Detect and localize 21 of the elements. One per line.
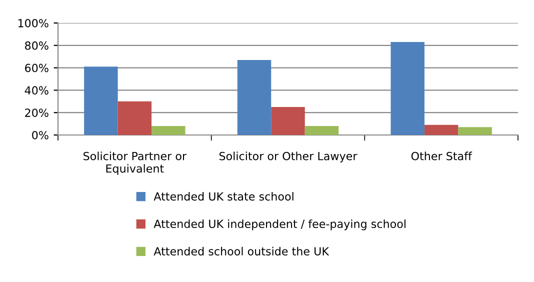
y-tick-label: 100% [18,18,48,28]
bar [424,124,458,135]
legend-label: Attended school outside the UK [154,246,330,256]
legend-label: Attended UK independent / fee-paying school [154,219,406,230]
x-tick-label: Other Staff [411,152,472,160]
bar [152,126,186,135]
legend-label: Attended UK state school [154,192,294,201]
bar [458,127,492,135]
x-tick-label: Solicitor Partner or Equivalent [84,152,187,175]
x-tick-label: Solicitor or Other Lawyer [219,152,358,162]
y-tick-label: 60% [25,64,48,72]
bar [271,107,305,135]
bar [84,66,118,135]
bar [118,101,152,135]
bar [304,126,339,135]
y-tick-label: 20% [25,108,48,117]
y-tick-label: 40% [24,86,48,95]
bar [390,42,424,135]
bar [237,60,272,135]
y-tick-label: 0% [32,130,48,140]
y-tick-label: 80% [25,41,48,50]
